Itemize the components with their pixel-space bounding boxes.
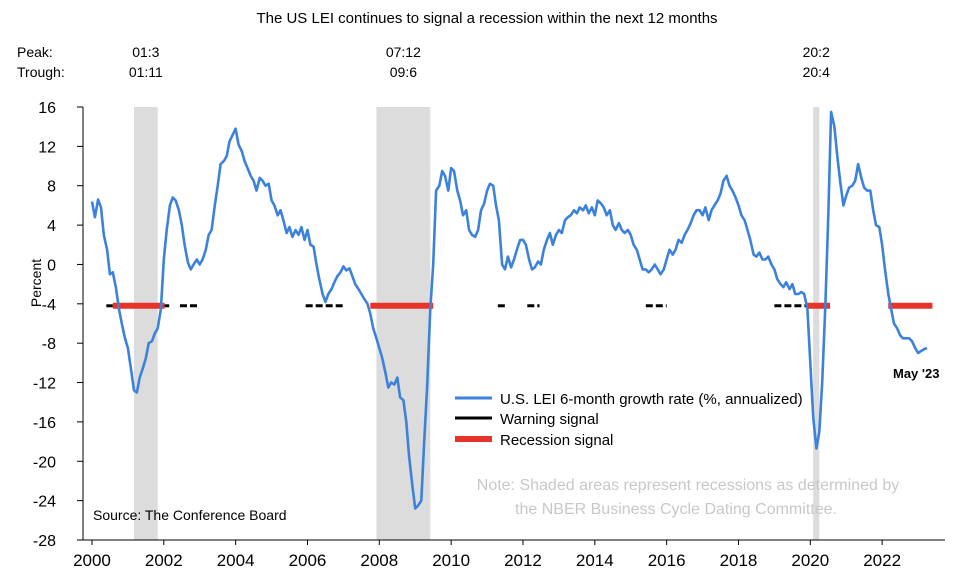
last-point-label: May '23: [893, 366, 939, 381]
note-line-2: the NBER Business Cycle Dating Committee…: [515, 501, 837, 518]
note-line-1: Note: Shaded areas represent recessions …: [477, 477, 899, 494]
recession-band-1: [134, 107, 158, 540]
x-tick-label: 2014: [576, 551, 614, 570]
y-tick-label: 12: [38, 139, 56, 156]
x-tick-label: 2006: [289, 551, 327, 570]
recession-bands: [134, 107, 820, 540]
recession-band-2: [376, 107, 431, 540]
peak-label: Peak:: [17, 44, 53, 60]
legend-label-warning: Warning signal: [500, 411, 599, 428]
y-tick-label: 16: [38, 100, 56, 117]
y-tick-label: 4: [47, 218, 56, 235]
recession-trough-date-2: 09:6: [390, 64, 417, 80]
y-tick-label: -28: [33, 533, 56, 550]
x-tick-label: 2020: [791, 551, 829, 570]
x-tick-label: 2004: [217, 551, 255, 570]
series-line-lei: [90, 110, 928, 510]
y-ticks: 16 12 8 4 0 -4 -8 -12 -16 -20 -24 -28: [33, 100, 83, 550]
y-tick-label: 8: [47, 179, 56, 196]
x-tick-label: 2022: [863, 551, 901, 570]
recession-peak-date-3: 20:2: [803, 44, 830, 60]
x-tick-label: 2010: [432, 551, 470, 570]
recession-trough-date-3: 20:4: [803, 64, 830, 80]
x-ticks: 2000 2002 2004 2006 2008 2010 2012 2014 2016 2018…: [73, 540, 901, 570]
recession-trough-date-1: 01:11: [129, 64, 163, 80]
legend: U.S. LEI 6-month growth rate (%, annuali…: [455, 391, 803, 449]
recession-band-3: [813, 107, 820, 540]
peak-trough-dates: 01:3 01:11 07:12 09:6 20:2 20:4: [129, 44, 830, 80]
x-tick-label: 2012: [504, 551, 542, 570]
axes: [82, 107, 945, 541]
y-tick-label: -4: [42, 297, 56, 314]
y-tick-label: -16: [33, 415, 56, 432]
trough-label: Trough:: [17, 64, 65, 80]
source-label: Source: The Conference Board: [93, 507, 287, 523]
x-tick-label: 2002: [145, 551, 183, 570]
x-tick-label: 2000: [73, 551, 111, 570]
y-tick-label: -24: [33, 494, 56, 511]
legend-label-recession: Recession signal: [500, 432, 613, 449]
y-tick-label: 0: [47, 257, 56, 274]
x-tick-label: 2018: [720, 551, 758, 570]
recession-peak-date-1: 01:3: [132, 44, 159, 60]
legend-label-lei: U.S. LEI 6-month growth rate (%, annuali…: [500, 391, 803, 408]
y-axis-label: Percent: [28, 259, 44, 307]
y-tick-label: -12: [33, 376, 56, 393]
x-tick-label: 2016: [648, 551, 686, 570]
chart-title: The US LEI continues to signal a recessi…: [256, 10, 717, 27]
y-tick-label: -8: [42, 336, 56, 353]
y-tick-label: -20: [33, 454, 56, 471]
x-tick-label: 2008: [360, 551, 398, 570]
recession-peak-date-2: 07:12: [386, 44, 421, 60]
